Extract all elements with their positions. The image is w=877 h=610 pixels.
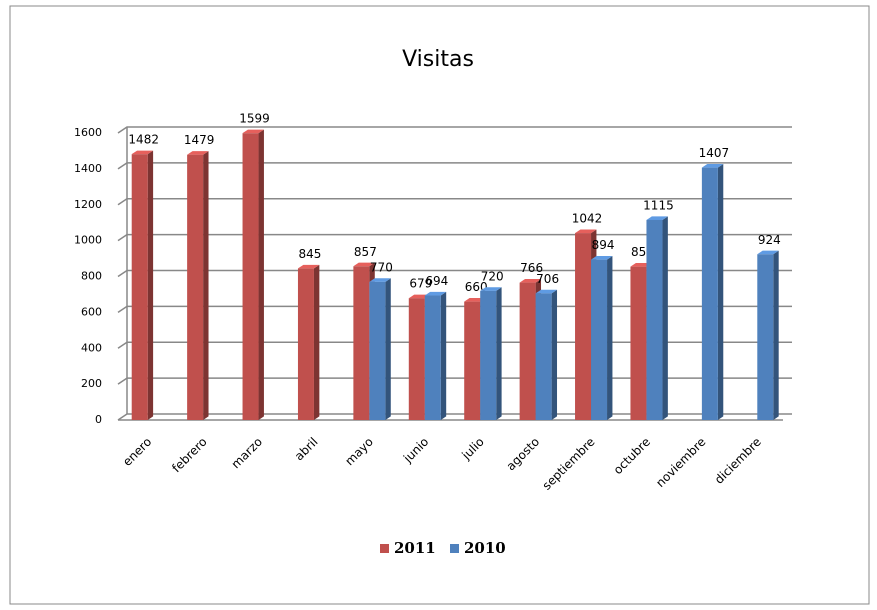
bar-side [385, 278, 391, 420]
legend-label: 2010 [464, 539, 506, 557]
bar-top [480, 287, 502, 291]
data-label: 1407 [699, 146, 730, 160]
bar-top [535, 289, 558, 294]
bar-side [662, 216, 668, 420]
bar-side [717, 164, 724, 420]
bar-top [297, 264, 320, 269]
bar-side [496, 287, 502, 420]
data-label: 857 [354, 245, 377, 259]
data-label: 679 [409, 277, 432, 291]
bar [424, 295, 441, 420]
bar-side [313, 264, 320, 420]
bar-top [131, 150, 154, 155]
bar-top [701, 164, 724, 168]
bar [591, 259, 608, 420]
bar [535, 293, 552, 420]
bar [519, 282, 536, 420]
legend-label: 2011 [394, 539, 436, 557]
y-tick-label: 1600 [74, 126, 102, 139]
bar [408, 298, 425, 420]
y-tick-label: 1200 [74, 198, 102, 211]
data-label: 1482 [128, 133, 159, 147]
y-tick-label: 800 [81, 270, 102, 283]
bar-side [440, 291, 447, 420]
data-label: 1479 [184, 133, 215, 147]
data-label: 720 [481, 269, 504, 283]
bar-top [519, 278, 542, 283]
data-label: 924 [758, 233, 781, 247]
data-label: 1042 [572, 212, 603, 226]
legend-swatch [380, 544, 389, 553]
bar [646, 219, 663, 420]
data-label: 894 [592, 238, 615, 252]
y-tick-label: 200 [81, 377, 102, 390]
bar [369, 281, 386, 420]
bar [131, 154, 148, 420]
bar [187, 154, 204, 420]
data-label: 766 [520, 261, 543, 275]
bar [242, 133, 259, 420]
bar-side [773, 250, 779, 420]
bar-top [424, 291, 447, 296]
bar [630, 266, 647, 420]
bar-top [353, 262, 375, 267]
bar-side [203, 151, 209, 420]
y-tick-label: 0 [95, 413, 102, 426]
y-tick-label: 600 [81, 305, 102, 318]
bar-top [757, 250, 779, 255]
chart-title: Visitas [402, 47, 474, 72]
bar-side [147, 150, 154, 420]
bar [575, 233, 592, 420]
bar-side [258, 129, 264, 420]
bar [701, 167, 718, 420]
bar [297, 268, 314, 420]
bar-top [575, 229, 597, 234]
bar [464, 301, 481, 420]
bar-side [551, 289, 558, 420]
bar [757, 254, 774, 420]
data-label: 1115 [643, 198, 674, 212]
y-tick-label: 1000 [74, 234, 102, 247]
bar-top [646, 216, 668, 220]
data-label: 706 [536, 272, 559, 286]
data-label: 694 [425, 274, 448, 288]
bar-top [369, 278, 391, 282]
bar-top [242, 129, 264, 134]
bar [480, 290, 497, 420]
bar [353, 266, 370, 420]
legend-swatch [450, 544, 459, 553]
data-label: 845 [299, 247, 322, 261]
bar-top [187, 151, 209, 155]
bar-top [591, 256, 613, 260]
bar-side [607, 256, 613, 420]
data-label: 770 [370, 260, 393, 274]
y-tick-label: 1400 [74, 162, 102, 175]
y-tick-label: 400 [81, 341, 102, 354]
data-label: 1599 [239, 112, 270, 126]
